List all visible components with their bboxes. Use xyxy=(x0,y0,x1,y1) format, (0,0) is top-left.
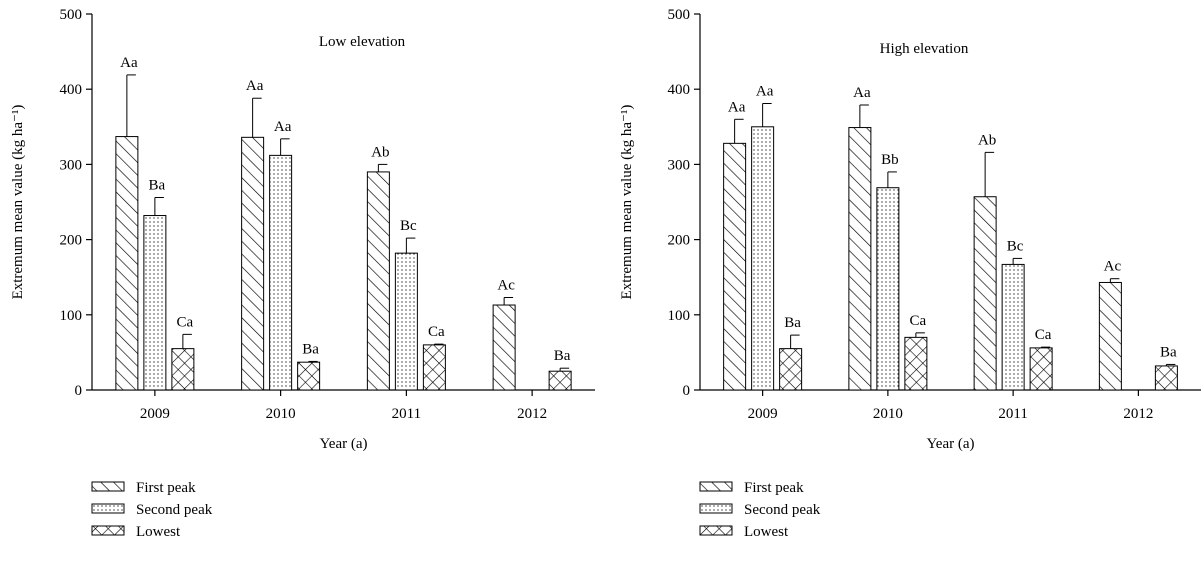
legend-label: Second peak xyxy=(136,502,213,518)
legend-swatch xyxy=(699,481,733,492)
y-tick-label: 400 xyxy=(668,82,691,98)
significance-label: Aa xyxy=(853,85,871,101)
significance-label: Ca xyxy=(177,314,194,330)
bar xyxy=(422,344,446,391)
significance-label: Ca xyxy=(428,324,445,340)
x-tick-label: 2009 xyxy=(748,406,778,422)
legend-label: First peak xyxy=(136,480,196,496)
x-tick-label: 2012 xyxy=(1123,406,1153,422)
legend-label: Lowest xyxy=(744,524,789,540)
x-tick-label: 2009 xyxy=(140,406,170,422)
x-tick-label: 2011 xyxy=(998,406,1027,422)
y-axis-title: Extremum mean value (kg ha⁻¹) xyxy=(10,105,26,300)
significance-label: Ca xyxy=(1035,327,1052,343)
y-tick-label: 500 xyxy=(668,7,691,23)
x-tick-label: 2011 xyxy=(392,406,421,422)
bar xyxy=(723,142,747,391)
chart-low-elevation: 0 100 200 300 400 500 2009 2010 2011 2012 Year (a)… xyxy=(10,7,595,540)
legend-label: Lowest xyxy=(136,524,181,540)
x-axis-title: Year (a) xyxy=(926,436,974,452)
y-tick-label: 200 xyxy=(60,233,83,249)
significance-label: Ba xyxy=(149,177,166,193)
bar xyxy=(904,336,928,391)
bar xyxy=(1154,365,1178,391)
legend-swatch xyxy=(699,503,733,514)
significance-label: Aa xyxy=(728,99,746,115)
x-tick-label: 2012 xyxy=(517,406,547,422)
legend-swatch xyxy=(91,481,125,492)
y-tick-label: 100 xyxy=(60,308,83,324)
y-tick-label: 0 xyxy=(683,383,691,399)
bar xyxy=(848,127,872,391)
legend-label: Second peak xyxy=(744,502,821,518)
significance-label: Ac xyxy=(1104,259,1122,275)
bar xyxy=(1098,281,1122,391)
bar xyxy=(1029,347,1053,391)
significance-label: Ca xyxy=(910,313,927,329)
bar xyxy=(1001,263,1025,391)
significance-label: Aa xyxy=(120,55,138,71)
bar xyxy=(241,136,265,391)
y-tick-label: 300 xyxy=(668,157,691,173)
y-tick-label: 0 xyxy=(75,383,83,399)
x-tick-label: 2010 xyxy=(873,406,903,422)
chart-title: High elevation xyxy=(880,41,969,57)
legend-swatch xyxy=(91,503,125,514)
bar xyxy=(779,348,803,391)
bar xyxy=(143,215,167,391)
bar xyxy=(548,370,572,391)
legend-swatch xyxy=(699,525,733,536)
legend-label: First peak xyxy=(744,480,804,496)
bar xyxy=(394,252,418,391)
significance-label: Ab xyxy=(371,144,389,160)
y-tick-label: 100 xyxy=(668,308,691,324)
significance-label: Bc xyxy=(1007,238,1024,254)
y-tick-label: 300 xyxy=(60,157,83,173)
significance-label: Ab xyxy=(978,132,996,148)
bar xyxy=(115,136,139,391)
x-tick-label: 2010 xyxy=(266,406,296,422)
legend-swatch xyxy=(91,525,125,536)
bar xyxy=(492,304,516,391)
y-tick-label: 500 xyxy=(60,7,83,23)
bar xyxy=(297,361,321,391)
significance-label: Ba xyxy=(302,341,319,357)
significance-label: Aa xyxy=(274,119,292,135)
significance-label: Aa xyxy=(246,78,264,94)
chart-title: Low elevation xyxy=(319,34,406,50)
y-tick-label: 200 xyxy=(668,233,691,249)
chart-high-elevation: 0 100 200 300 400 500 2009 2010 2011 2012 Year (a)… xyxy=(619,7,1201,540)
bar xyxy=(269,154,293,391)
significance-label: Bc xyxy=(400,218,417,234)
bar xyxy=(171,348,195,391)
significance-label: Aa xyxy=(756,83,774,99)
significance-label: Ba xyxy=(554,348,571,364)
y-tick-label: 400 xyxy=(60,82,83,98)
bar xyxy=(973,196,997,391)
significance-label: Ac xyxy=(497,278,515,294)
significance-label: Ba xyxy=(784,315,801,331)
x-axis-title: Year (a) xyxy=(319,436,367,452)
bar xyxy=(876,187,900,391)
significance-label: Bb xyxy=(881,152,899,168)
bar xyxy=(751,126,775,391)
y-axis-title: Extremum mean value (kg ha⁻¹) xyxy=(619,105,635,300)
significance-label: Ba xyxy=(1160,344,1177,360)
bar xyxy=(366,171,390,391)
